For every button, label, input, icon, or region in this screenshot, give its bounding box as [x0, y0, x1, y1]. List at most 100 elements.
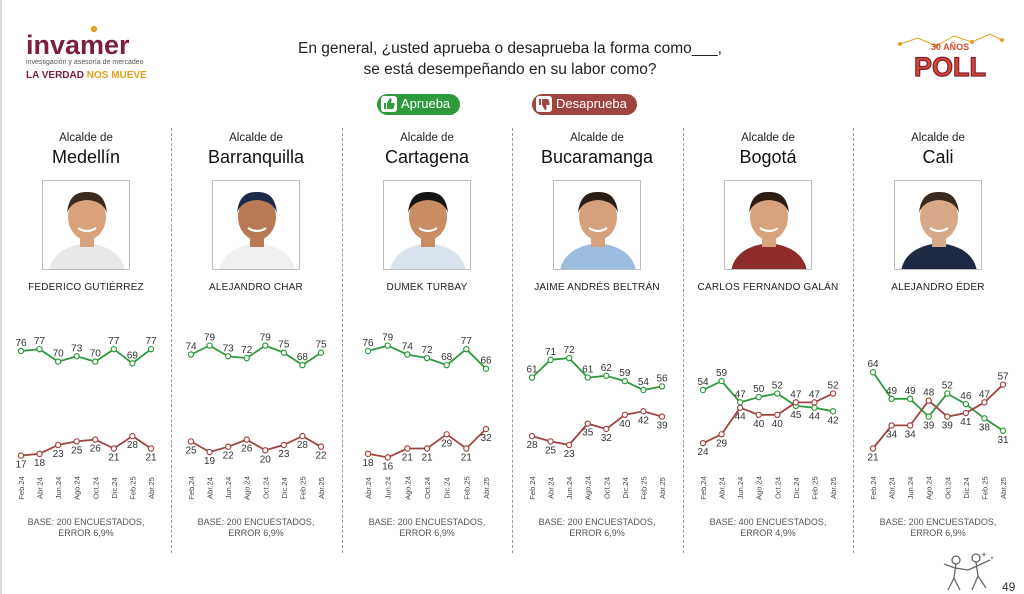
- data-label: 44: [809, 412, 821, 423]
- data-point: [384, 454, 391, 461]
- data-point: [621, 377, 629, 385]
- sample-base-error: ERROR 6,9%: [228, 528, 284, 538]
- data-point: [187, 438, 195, 445]
- data-point: [999, 427, 1007, 434]
- data-point: [528, 374, 536, 381]
- data-point: [603, 372, 610, 379]
- data-label: 79: [204, 333, 216, 344]
- x-tick-label: Abr.25: [999, 477, 1008, 499]
- x-tick-label: Abr.25: [829, 477, 838, 499]
- invamer-logo: invamer investigación y asesoría de merc…: [26, 24, 156, 88]
- data-label: 54: [697, 377, 709, 388]
- data-point: [443, 431, 450, 438]
- mayor-portrait-icon: [43, 181, 129, 269]
- data-point: [925, 413, 932, 420]
- data-label: 17: [15, 460, 27, 471]
- panel-role: Alcalde de: [911, 132, 965, 144]
- mayor-photo: [383, 180, 471, 270]
- x-tick-label: Abr.24: [206, 477, 215, 499]
- brand-text: invamer: [26, 30, 130, 60]
- data-label: 68: [297, 352, 309, 363]
- sample-base-error: ERROR 6,9%: [399, 528, 455, 538]
- x-tick-label: Dic.24: [280, 477, 289, 498]
- mayor-photo: [894, 180, 982, 270]
- sample-base-error: ERROR 6,9%: [58, 528, 114, 538]
- data-point: [384, 342, 391, 349]
- portrait-smile: [418, 227, 438, 233]
- legend-approve-label: Aprueba: [401, 96, 451, 111]
- panel-barranquilla: Alcalde de Barranquilla ALEJANDRO CHAR 7…: [171, 128, 341, 548]
- panel-city: Bogotá: [739, 147, 797, 167]
- data-label: 39: [656, 421, 668, 432]
- approval-chart: 76 79 74 72 68 77 66 18 16 21 21 29 21 32 Abr.24 Jun.24…: [362, 333, 492, 500]
- x-tick-label: Feb.25: [980, 476, 989, 499]
- data-label: 49: [886, 386, 898, 397]
- data-point: [621, 411, 629, 419]
- x-tick-label: Oct.24: [773, 477, 782, 499]
- mayor-name: FEDERICO GUTIÉRREZ: [28, 282, 144, 293]
- data-label: 23: [564, 449, 576, 460]
- x-tick-label: Ago.24: [755, 476, 764, 500]
- panel-cartagena: Alcalde de Cartagena DUMEK TURBAY 76 79 74…: [342, 128, 512, 548]
- data-label: 28: [297, 440, 309, 451]
- x-tick-label: Abr.25: [482, 477, 491, 499]
- data-point: [547, 438, 554, 445]
- sample-base-error: ERROR 4,9%: [740, 528, 796, 538]
- data-point: [944, 390, 951, 397]
- data-label: 34: [905, 429, 917, 440]
- data-label: 19: [204, 456, 216, 467]
- portrait-face: [238, 194, 276, 240]
- x-tick-label: Feb.25: [128, 476, 137, 499]
- data-point: [243, 354, 250, 362]
- data-point: [92, 436, 99, 443]
- data-point: [73, 438, 80, 445]
- data-point: [755, 411, 762, 419]
- panel-divider: [171, 128, 172, 553]
- data-point: [110, 345, 118, 353]
- data-point: [774, 411, 781, 419]
- data-point: [811, 399, 818, 406]
- data-point: [147, 445, 155, 452]
- panel-role: Alcalde de: [570, 132, 624, 144]
- data-label: 32: [480, 433, 492, 444]
- data-label: 40: [753, 419, 765, 430]
- data-point: [280, 349, 288, 356]
- legend-disapprove-label: Desaprueba: [556, 96, 627, 111]
- data-label: 47: [735, 389, 747, 400]
- x-tick-label: Abr.24: [364, 477, 373, 499]
- data-label: 29: [441, 438, 453, 449]
- sample-base-size: BASE: 200 ENCUESTADOS,: [27, 517, 145, 527]
- data-point: [224, 443, 232, 450]
- sample-base: BASE: 200 ENCUESTADOS, ERROR 6,9%: [171, 517, 341, 539]
- mayor-portrait-icon: [895, 181, 981, 269]
- panel-city: Cali: [922, 147, 954, 167]
- panel-divider: [512, 128, 513, 553]
- data-point: [565, 441, 573, 449]
- survey-question: En general, ¿usted aprueba o desaprueba …: [220, 38, 800, 80]
- data-point: [280, 441, 288, 449]
- sample-base: BASE: 200 ENCUESTADOS, ERROR 6,9%: [1, 517, 171, 539]
- mayor-photo: [212, 180, 300, 270]
- data-point: [54, 358, 62, 365]
- legend-approve: Aprueba: [377, 94, 461, 115]
- data-label: 40: [772, 419, 784, 430]
- data-point: [981, 399, 988, 406]
- data-label: 77: [145, 336, 157, 347]
- data-label: 22: [223, 451, 235, 462]
- portrait-hair: [578, 191, 618, 213]
- data-label: 47: [979, 389, 991, 400]
- x-tick-label: Feb.24: [187, 476, 196, 499]
- portrait-face: [68, 194, 106, 240]
- data-label: 21: [421, 452, 433, 463]
- data-label: 21: [108, 452, 120, 463]
- data-point: [888, 395, 895, 403]
- data-label: 68: [441, 352, 453, 363]
- data-point: [658, 383, 666, 390]
- mayor-name: ALEJANDRO ÉDER: [891, 282, 985, 293]
- panel-cali: Alcalde de Cali ALEJANDRO ÉDER 64 49 49 39 5…: [853, 128, 1023, 548]
- data-label: 44: [735, 412, 747, 423]
- data-point: [981, 415, 988, 422]
- data-point: [718, 431, 725, 438]
- data-label: 48: [923, 388, 935, 399]
- data-point: [603, 425, 610, 433]
